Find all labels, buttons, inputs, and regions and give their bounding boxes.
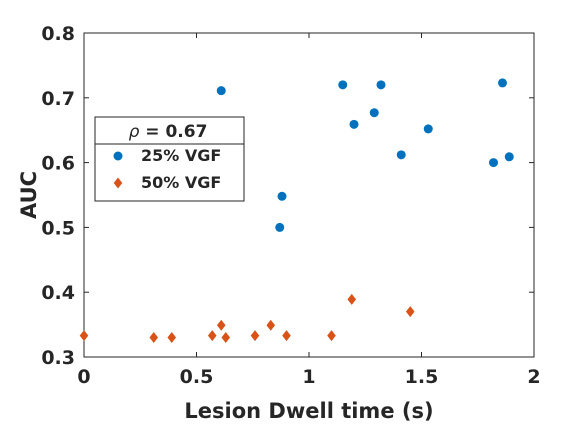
y-axis-label: AUC bbox=[17, 171, 41, 219]
legend: ρ = 0.67 25% VGF 50% VGF bbox=[94, 116, 245, 202]
data-point-25-vgf bbox=[498, 78, 507, 88]
y-tick-label: 0.8 bbox=[41, 23, 75, 45]
data-point-50-vgf bbox=[347, 293, 357, 305]
data-point-25-vgf bbox=[338, 80, 348, 90]
x-tick-label: 0.5 bbox=[180, 366, 214, 388]
data-point-25-vgf bbox=[489, 158, 498, 168]
x-tick-label: 1 bbox=[302, 366, 315, 388]
y-tick-label: 0.3 bbox=[41, 347, 75, 369]
legend-marker-50-vgf bbox=[113, 177, 123, 189]
data-point-50-vgf bbox=[207, 330, 217, 342]
data-point-25-vgf bbox=[349, 119, 359, 129]
data-point-25-vgf bbox=[396, 150, 406, 160]
axis-tick-labels: 0 0.5 1 1.5 2 0.3 0.4 0.5 0.6 0.7 0.8 bbox=[41, 23, 540, 388]
data-point-50-vgf bbox=[149, 332, 159, 344]
data-point-25-vgf bbox=[504, 152, 514, 162]
data-points bbox=[79, 78, 514, 344]
data-point-25-vgf bbox=[376, 80, 386, 90]
legend-marker-25-vgf bbox=[113, 151, 123, 161]
data-point-50-vgf bbox=[216, 319, 226, 331]
legend-entries: 25% VGF 50% VGF bbox=[113, 146, 221, 192]
legend-label-50-vgf: 50% VGF bbox=[141, 173, 221, 192]
y-tick-label: 0.6 bbox=[41, 153, 75, 175]
x-tick-label: 0 bbox=[77, 366, 90, 388]
y-tick-label: 0.5 bbox=[41, 217, 75, 239]
data-point-50-vgf bbox=[167, 332, 177, 344]
data-point-25-vgf bbox=[369, 108, 379, 118]
data-point-50-vgf bbox=[327, 330, 336, 342]
data-point-50-vgf bbox=[282, 330, 291, 342]
x-tick-label: 1.5 bbox=[405, 366, 439, 388]
legend-annotation: ρ = 0.67 bbox=[129, 122, 208, 142]
data-point-50-vgf bbox=[405, 306, 415, 318]
data-point-50-vgf bbox=[250, 330, 260, 342]
data-point-25-vgf bbox=[275, 222, 285, 232]
data-point-50-vgf bbox=[221, 332, 231, 344]
rho-value: = 0.67 bbox=[139, 122, 207, 142]
y-tick-label: 0.7 bbox=[41, 88, 75, 110]
legend-label-25-vgf: 25% VGF bbox=[141, 146, 221, 165]
y-tick-label: 0.4 bbox=[41, 282, 75, 304]
data-point-50-vgf bbox=[79, 330, 89, 342]
axis-ticks bbox=[83, 32, 535, 358]
data-point-25-vgf bbox=[277, 191, 287, 201]
x-tick-label: 2 bbox=[527, 366, 540, 388]
data-point-50-vgf bbox=[266, 319, 276, 331]
data-point-25-vgf bbox=[216, 86, 226, 96]
data-point-25-vgf bbox=[423, 124, 433, 134]
x-axis-label: Lesion Dwell time (s) bbox=[184, 399, 433, 423]
rho-symbol: ρ bbox=[129, 122, 140, 142]
